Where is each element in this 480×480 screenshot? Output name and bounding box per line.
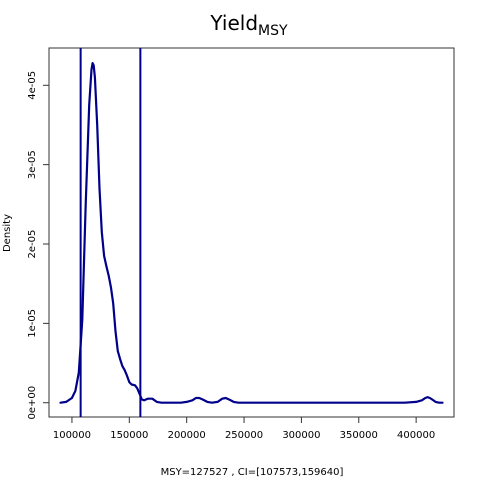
y-axis-label: Density — [2, 214, 13, 252]
chart-title-subscript: MSY — [258, 23, 288, 39]
density-curve — [59, 61, 444, 404]
chart-title-main: Yield — [209, 11, 258, 35]
x-axis: 100000 150000 200000 250000 300000 350000 4000… — [53, 416, 435, 441]
x-tick-label: 100000 — [53, 430, 91, 441]
x-tick-label: 400000 — [397, 430, 435, 441]
x-tick-label: 200000 — [168, 430, 206, 441]
y-axis: 0e+00 1e-05 2e-05 3e-05 4e-05 — [27, 71, 49, 420]
y-tick-label: 4e-05 — [27, 71, 38, 100]
y-tick-label: 0e+00 — [27, 386, 38, 420]
x-tick-label: 250000 — [225, 430, 263, 441]
x-axis-label: MSY=127527 , CI=[107573,159640] — [161, 467, 344, 478]
y-tick-label: 2e-05 — [27, 230, 38, 259]
chart-title: YieldMSY — [209, 11, 288, 39]
x-tick-label: 150000 — [110, 430, 148, 441]
plot-area — [59, 48, 444, 417]
x-tick-label: 300000 — [282, 430, 320, 441]
x-tick-label: 350000 — [340, 430, 378, 441]
plot-frame — [48, 47, 455, 418]
y-tick-label: 3e-05 — [27, 150, 38, 179]
y-tick-label: 1e-05 — [27, 309, 38, 338]
